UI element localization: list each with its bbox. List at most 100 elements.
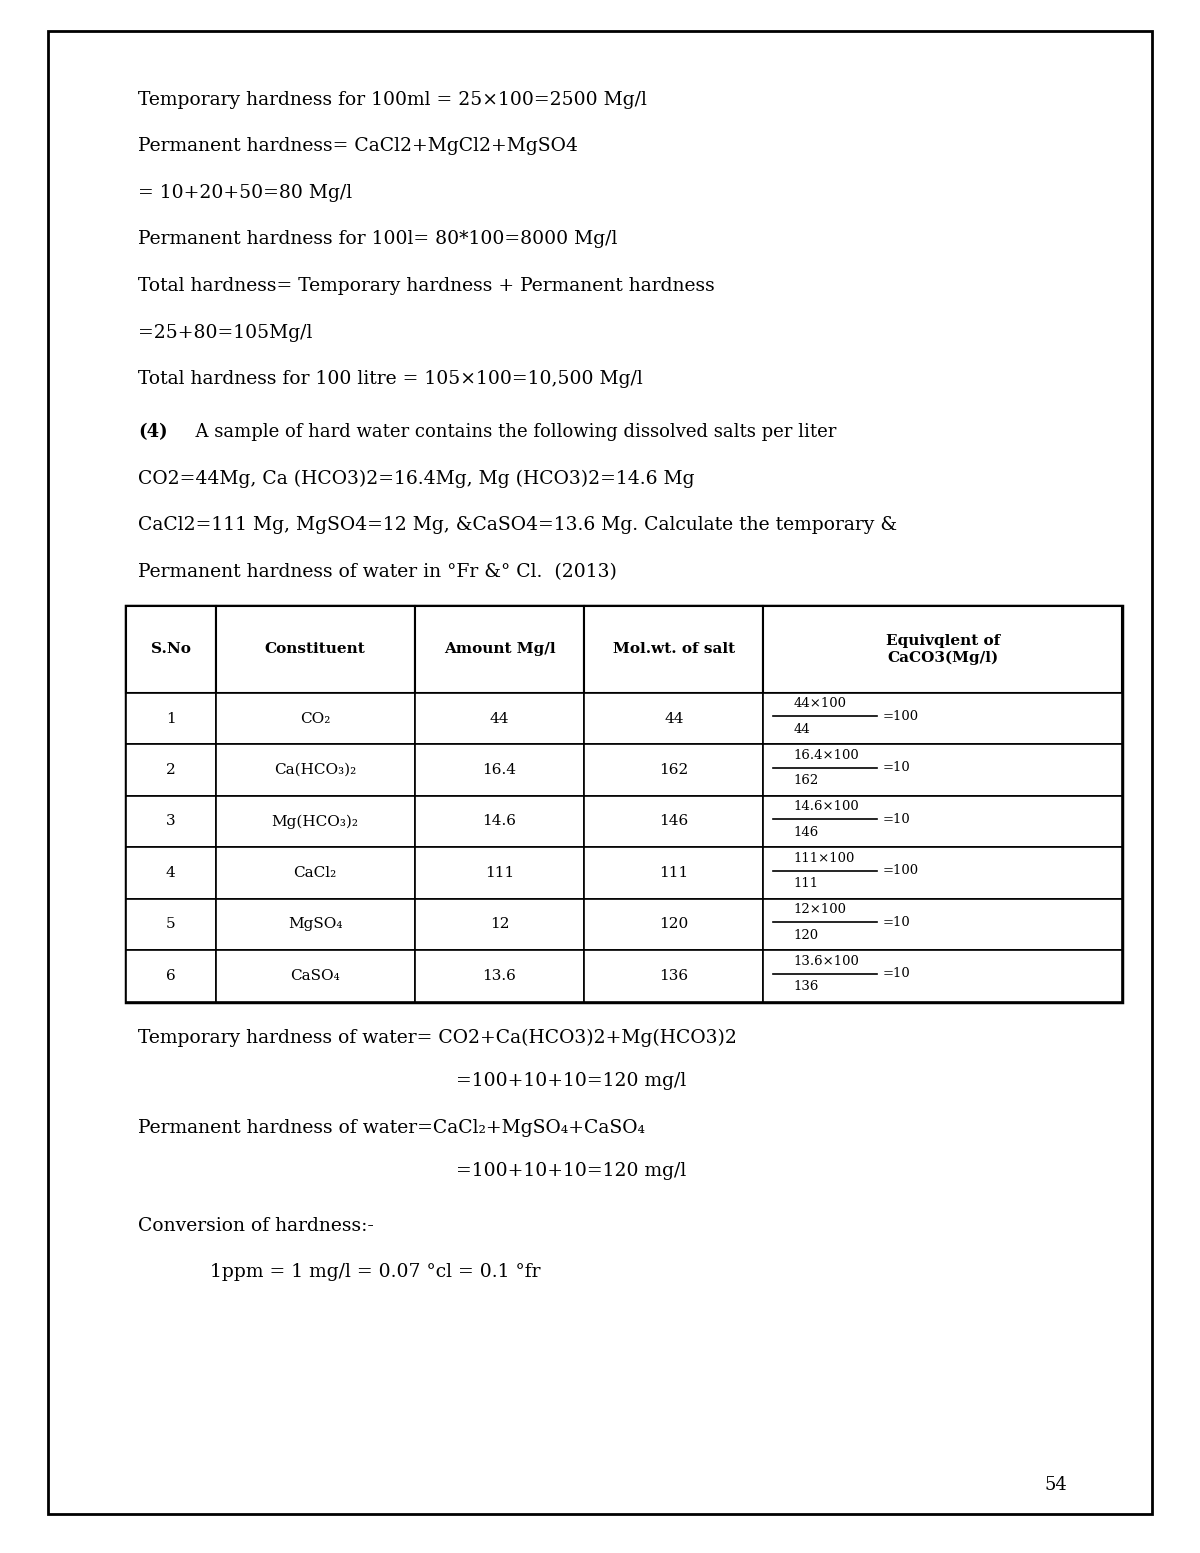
Text: 13.6×100: 13.6×100 (793, 955, 859, 968)
Text: 111: 111 (793, 877, 818, 890)
Bar (763, 848, 1122, 899)
Bar (763, 899, 1122, 950)
Text: 44: 44 (793, 722, 810, 736)
Bar (584, 795, 763, 848)
Bar (584, 848, 763, 899)
Bar (126, 795, 216, 848)
Text: CO₂: CO₂ (300, 711, 330, 725)
Text: =100+10+10=120 mg/l: =100+10+10=120 mg/l (456, 1162, 686, 1180)
Text: Permanent hardness of water in °Fr &° Cl.  (2013): Permanent hardness of water in °Fr &° Cl… (138, 562, 617, 581)
Text: 44×100: 44×100 (793, 697, 846, 710)
Bar (415, 848, 584, 899)
Bar (126, 606, 216, 693)
Bar (415, 744, 584, 795)
Text: Equivqlent of
CaCO3(Mg/l): Equivqlent of CaCO3(Mg/l) (886, 634, 1000, 665)
Text: =25+80=105Mg/l: =25+80=105Mg/l (138, 323, 312, 342)
Text: 14.6: 14.6 (482, 814, 516, 828)
Text: (4): (4) (138, 422, 168, 441)
Text: =100: =100 (882, 865, 918, 877)
Text: Mg(HCO₃)₂: Mg(HCO₃)₂ (271, 814, 359, 829)
Text: 6: 6 (166, 969, 175, 983)
Bar (126, 899, 216, 950)
Text: 136: 136 (793, 980, 818, 992)
Bar (216, 606, 415, 693)
Bar (216, 950, 415, 1002)
Bar (763, 693, 1122, 744)
Text: Conversion of hardness:-: Conversion of hardness:- (138, 1216, 374, 1235)
Text: 16.4: 16.4 (482, 763, 516, 776)
Text: 120: 120 (793, 929, 818, 941)
Text: 111×100: 111×100 (793, 851, 854, 865)
Text: Ca(HCO₃)₂: Ca(HCO₃)₂ (274, 763, 356, 776)
Text: 44: 44 (664, 711, 684, 725)
Bar (126, 950, 216, 1002)
Text: Constituent: Constituent (265, 643, 366, 657)
Text: 111: 111 (485, 867, 514, 881)
Bar (415, 606, 584, 693)
Text: MgSO₄: MgSO₄ (288, 918, 342, 932)
Text: =10: =10 (882, 761, 910, 775)
Bar (126, 744, 216, 795)
Text: 162: 162 (793, 773, 818, 787)
Text: 14.6×100: 14.6×100 (793, 800, 859, 814)
Text: 1: 1 (166, 711, 175, 725)
Text: Permanent hardness= CaCl2+MgCl2+MgSO4: Permanent hardness= CaCl2+MgCl2+MgSO4 (138, 137, 578, 155)
Bar (415, 899, 584, 950)
Text: 16.4×100: 16.4×100 (793, 749, 859, 761)
Text: 1ppm = 1 mg/l = 0.07 °cl = 0.1 °fr: 1ppm = 1 mg/l = 0.07 °cl = 0.1 °fr (210, 1263, 540, 1281)
Text: S.No: S.No (151, 643, 191, 657)
Bar (763, 950, 1122, 1002)
Text: CO2=44Mg, Ca (HCO3)2=16.4Mg, Mg (HCO3)2=14.6 Mg: CO2=44Mg, Ca (HCO3)2=16.4Mg, Mg (HCO3)2=… (138, 469, 695, 488)
Text: Total hardness for 100 litre = 105×100=10,500 Mg/l: Total hardness for 100 litre = 105×100=1… (138, 370, 643, 388)
Text: 4: 4 (166, 867, 175, 881)
Text: 54: 54 (1045, 1475, 1067, 1494)
Text: 13.6: 13.6 (482, 969, 516, 983)
Text: 162: 162 (659, 763, 689, 776)
Text: =100+10+10=120 mg/l: =100+10+10=120 mg/l (456, 1072, 686, 1090)
Text: A sample of hard water contains the following dissolved salts per liter: A sample of hard water contains the foll… (184, 422, 836, 441)
Bar (126, 606, 1122, 1002)
Text: Amount Mg/l: Amount Mg/l (444, 643, 556, 657)
Bar (584, 693, 763, 744)
Bar (584, 899, 763, 950)
Text: CaSO₄: CaSO₄ (290, 969, 340, 983)
Bar (763, 606, 1122, 693)
Text: Temporary hardness for 100ml = 25×100=2500 Mg/l: Temporary hardness for 100ml = 25×100=25… (138, 90, 647, 109)
Bar (216, 848, 415, 899)
Text: 3: 3 (166, 814, 175, 828)
Bar (584, 744, 763, 795)
Text: 44: 44 (490, 711, 509, 725)
Text: 111: 111 (659, 867, 689, 881)
Bar (126, 848, 216, 899)
Text: Total hardness= Temporary hardness + Permanent hardness: Total hardness= Temporary hardness + Per… (138, 276, 715, 295)
Bar (415, 950, 584, 1002)
Text: 12×100: 12×100 (793, 904, 846, 916)
Bar (415, 693, 584, 744)
Text: 146: 146 (793, 826, 818, 839)
Text: =10: =10 (882, 916, 910, 929)
Text: Temporary hardness of water= CO2+Ca(HCO3)2+Mg(HCO3)2: Temporary hardness of water= CO2+Ca(HCO3… (138, 1028, 737, 1047)
Text: 146: 146 (659, 814, 689, 828)
Text: CaCl₂: CaCl₂ (294, 867, 337, 881)
Bar (763, 744, 1122, 795)
Text: 136: 136 (659, 969, 689, 983)
Text: 2: 2 (166, 763, 175, 776)
Text: Mol.wt. of salt: Mol.wt. of salt (613, 643, 734, 657)
Bar (216, 744, 415, 795)
Text: Permanent hardness of water=CaCl₂+MgSO₄+CaSO₄: Permanent hardness of water=CaCl₂+MgSO₄+… (138, 1118, 646, 1137)
Text: Permanent hardness for 100l= 80*100=8000 Mg/l: Permanent hardness for 100l= 80*100=8000… (138, 230, 617, 248)
Text: =100: =100 (882, 710, 918, 724)
Bar (216, 795, 415, 848)
Bar (216, 693, 415, 744)
Text: 120: 120 (659, 918, 689, 932)
Bar (216, 899, 415, 950)
Text: = 10+20+50=80 Mg/l: = 10+20+50=80 Mg/l (138, 183, 352, 202)
Bar (763, 795, 1122, 848)
Bar (584, 606, 763, 693)
Text: =10: =10 (882, 968, 910, 980)
Text: =10: =10 (882, 812, 910, 826)
Bar (584, 950, 763, 1002)
Bar (415, 795, 584, 848)
Bar (126, 693, 216, 744)
Text: 5: 5 (166, 918, 175, 932)
